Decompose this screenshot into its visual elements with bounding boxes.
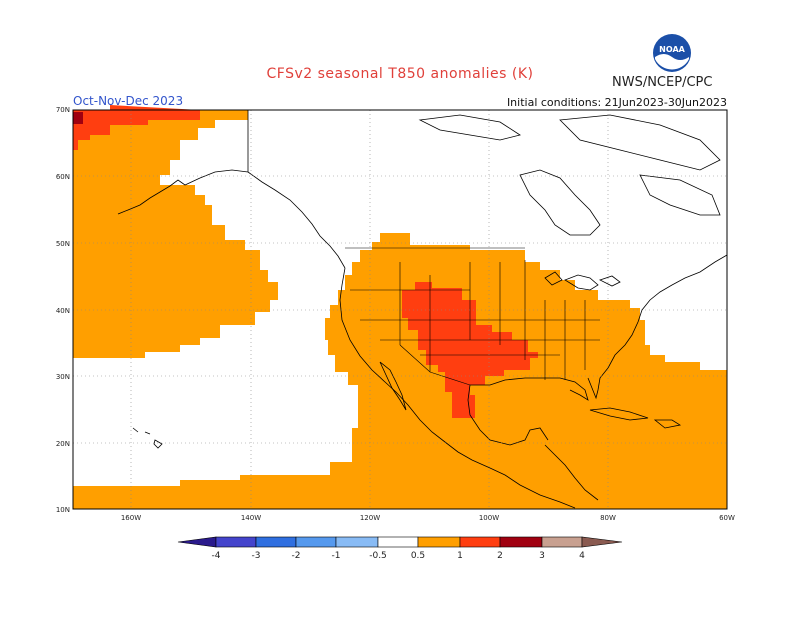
colorbar-tick: -2	[292, 551, 301, 561]
lat-label: 10N	[56, 506, 70, 514]
lon-label: 100W	[479, 514, 499, 522]
colorbar-swatch	[417, 536, 461, 548]
noaa-logo: NOAA	[653, 34, 691, 72]
colorbar-swatch	[177, 536, 217, 548]
latitude-labels: 70N 60N 50N 40N 30N 20N 10N	[56, 106, 70, 514]
colorbar-tick: 3	[539, 551, 545, 561]
colorbar-tick: 2	[497, 551, 503, 561]
colorbar-tick: 1	[457, 551, 463, 561]
colorbar-swatch	[377, 536, 419, 548]
season-label: Oct-Nov-Dec 2023	[73, 94, 184, 108]
map-title: CFSv2 seasonal T850 anomalies (K)	[266, 66, 534, 82]
lat-label: 70N	[56, 106, 70, 114]
organization-label: NWS/NCEP/CPC	[612, 75, 713, 90]
colorbar-tick: 0.5	[411, 551, 425, 561]
colorbar-swatch	[499, 536, 543, 548]
anomaly-fill-red	[73, 105, 538, 418]
colorbar	[177, 536, 623, 548]
lat-label: 20N	[56, 440, 70, 448]
lon-label: 120W	[360, 514, 380, 522]
lat-label: 40N	[56, 307, 70, 315]
colorbar-tick: -4	[212, 551, 221, 561]
colorbar-swatch	[459, 536, 501, 548]
political-borders	[345, 247, 600, 386]
colorbar-tick: -3	[252, 551, 261, 561]
colorbar-swatch	[295, 536, 337, 548]
longitude-labels: 160W 140W 120W 100W 80W 60W	[121, 514, 735, 522]
colorbar-swatch	[215, 536, 257, 548]
lat-label: 60N	[56, 173, 70, 181]
colorbar-tick: 4	[579, 551, 585, 561]
initial-conditions-label: Initial conditions: 21Jun2023-30Jun2023	[506, 96, 727, 109]
graticule	[73, 110, 727, 509]
lon-label: 140W	[241, 514, 261, 522]
colorbar-labels: -4 -3 -2 -1 -0.5 0.5 1 2 3 4	[212, 551, 586, 561]
coastlines	[117, 110, 728, 509]
colorbar-swatch	[541, 536, 583, 548]
lon-label: 60W	[719, 514, 735, 522]
logo-text: NOAA	[659, 45, 685, 54]
lat-label: 50N	[56, 240, 70, 248]
colorbar-tick: -0.5	[369, 551, 387, 561]
colorbar-swatch	[335, 536, 379, 548]
lon-label: 160W	[121, 514, 141, 522]
lon-label: 80W	[600, 514, 616, 522]
colorbar-swatch	[255, 536, 297, 548]
plot-frame	[72, 109, 728, 510]
colorbar-tick: -1	[332, 551, 341, 561]
anomaly-fill-darkred	[73, 112, 83, 124]
lat-label: 30N	[56, 373, 70, 381]
colorbar-swatch	[581, 536, 623, 548]
anomaly-fill-orange	[73, 110, 727, 509]
